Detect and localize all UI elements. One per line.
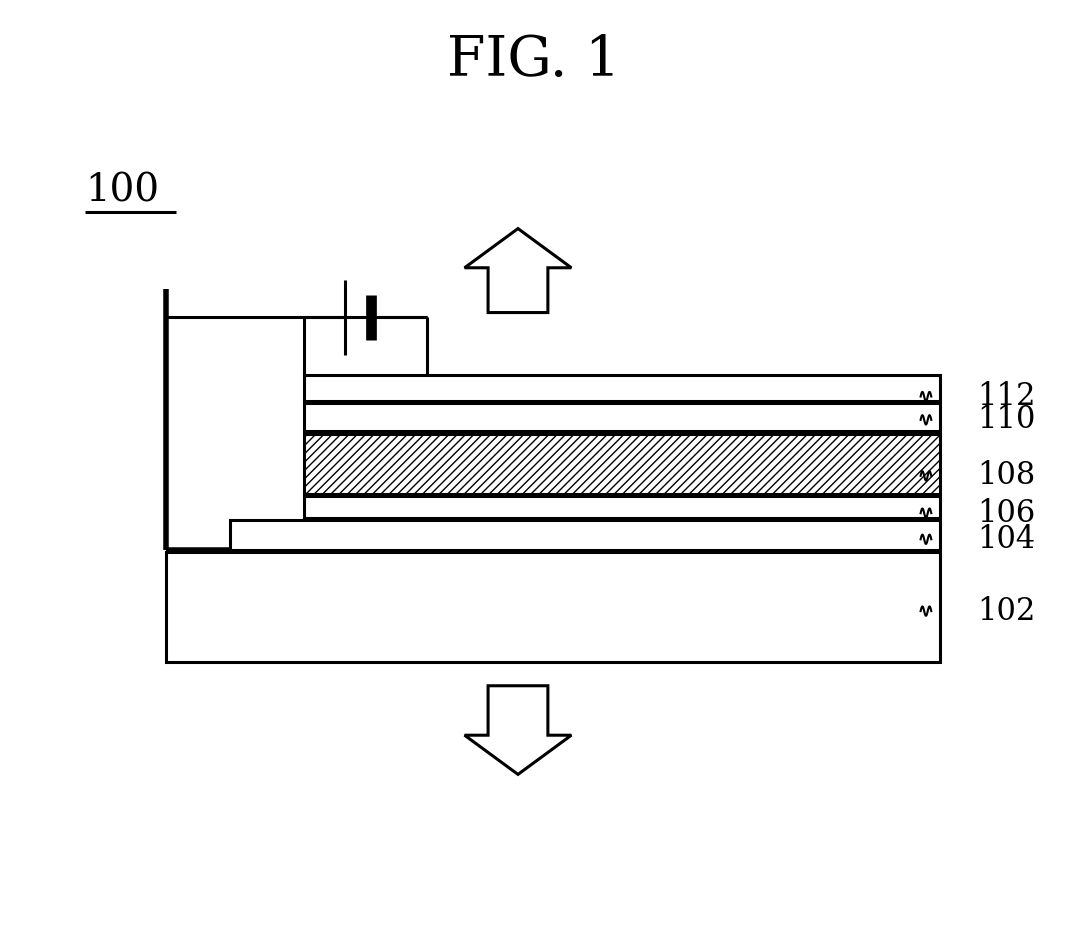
Bar <box>304 403 940 431</box>
Bar <box>166 552 940 662</box>
Text: 104: 104 <box>977 523 1035 555</box>
Bar <box>304 375 940 401</box>
Polygon shape <box>465 686 571 774</box>
Bar <box>230 520 940 550</box>
Polygon shape <box>465 229 571 313</box>
Text: 110: 110 <box>977 404 1036 436</box>
Text: FIG. 1: FIG. 1 <box>447 34 621 88</box>
Text: 106: 106 <box>977 497 1036 529</box>
Bar <box>304 434 940 494</box>
Text: 108: 108 <box>977 460 1036 492</box>
Text: 100: 100 <box>85 173 159 210</box>
Bar <box>304 496 940 518</box>
Text: 112: 112 <box>977 381 1036 412</box>
Text: 102: 102 <box>977 595 1036 627</box>
